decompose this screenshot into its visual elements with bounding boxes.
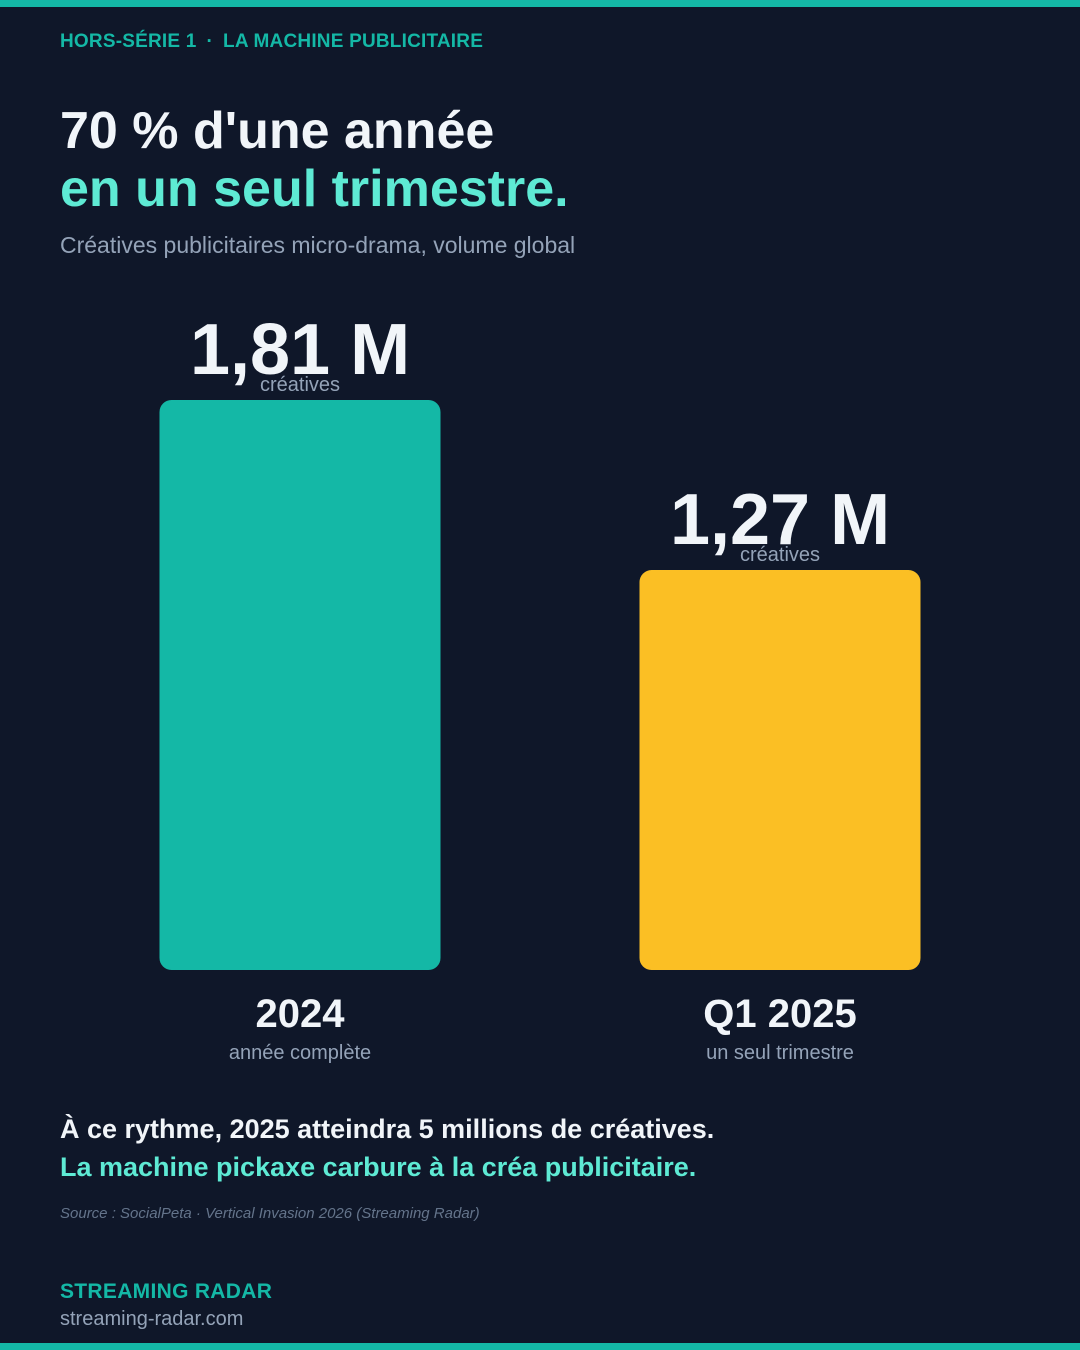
series-kicker: HORS-SÉRIE 1 · LA MACHINE PUBLICITAIRE	[60, 31, 483, 53]
bottom-accent-bar	[0, 1343, 1080, 1350]
category-label-q1-2025: Q1 2025	[703, 992, 856, 1036]
conclusion-line-2: La machine pickaxe carbure à la créa pub…	[60, 1152, 697, 1182]
category-sublabel-2024: année complète	[229, 1042, 371, 1064]
bar-q1-2025	[639, 570, 921, 970]
series-label: HORS-SÉRIE 1	[60, 31, 197, 52]
chart-subtitle: Créatives publicitaires micro-drama, vol…	[60, 232, 576, 258]
value-label-q1-2025: 1,27 M	[670, 480, 890, 560]
category-sublabel-q1-2025: un seul trimestre	[706, 1042, 854, 1064]
value-label-2024: 1,81 M	[190, 310, 410, 390]
source-note: Source : SocialPeta · Vertical Invasion …	[60, 1205, 480, 1222]
brand-url: streaming-radar.com	[60, 1308, 244, 1330]
section-label: LA MACHINE PUBLICITAIRE	[223, 31, 484, 52]
bar-2024	[159, 400, 441, 970]
category-label-2024: 2024	[256, 992, 346, 1036]
kicker-separator: ·	[206, 31, 214, 52]
top-accent-bar	[0, 0, 1080, 7]
headline-line-1: 70 % d'une année	[60, 102, 495, 160]
unit-label-2024: créatives	[260, 374, 340, 396]
headline-line-2: en un seul trimestre.	[60, 160, 569, 218]
brand-name: STREAMING RADAR	[60, 1280, 273, 1303]
conclusion-line-1: À ce rythme, 2025 atteindra 5 millions d…	[60, 1114, 715, 1144]
unit-label-q1-2025: créatives	[740, 544, 820, 566]
